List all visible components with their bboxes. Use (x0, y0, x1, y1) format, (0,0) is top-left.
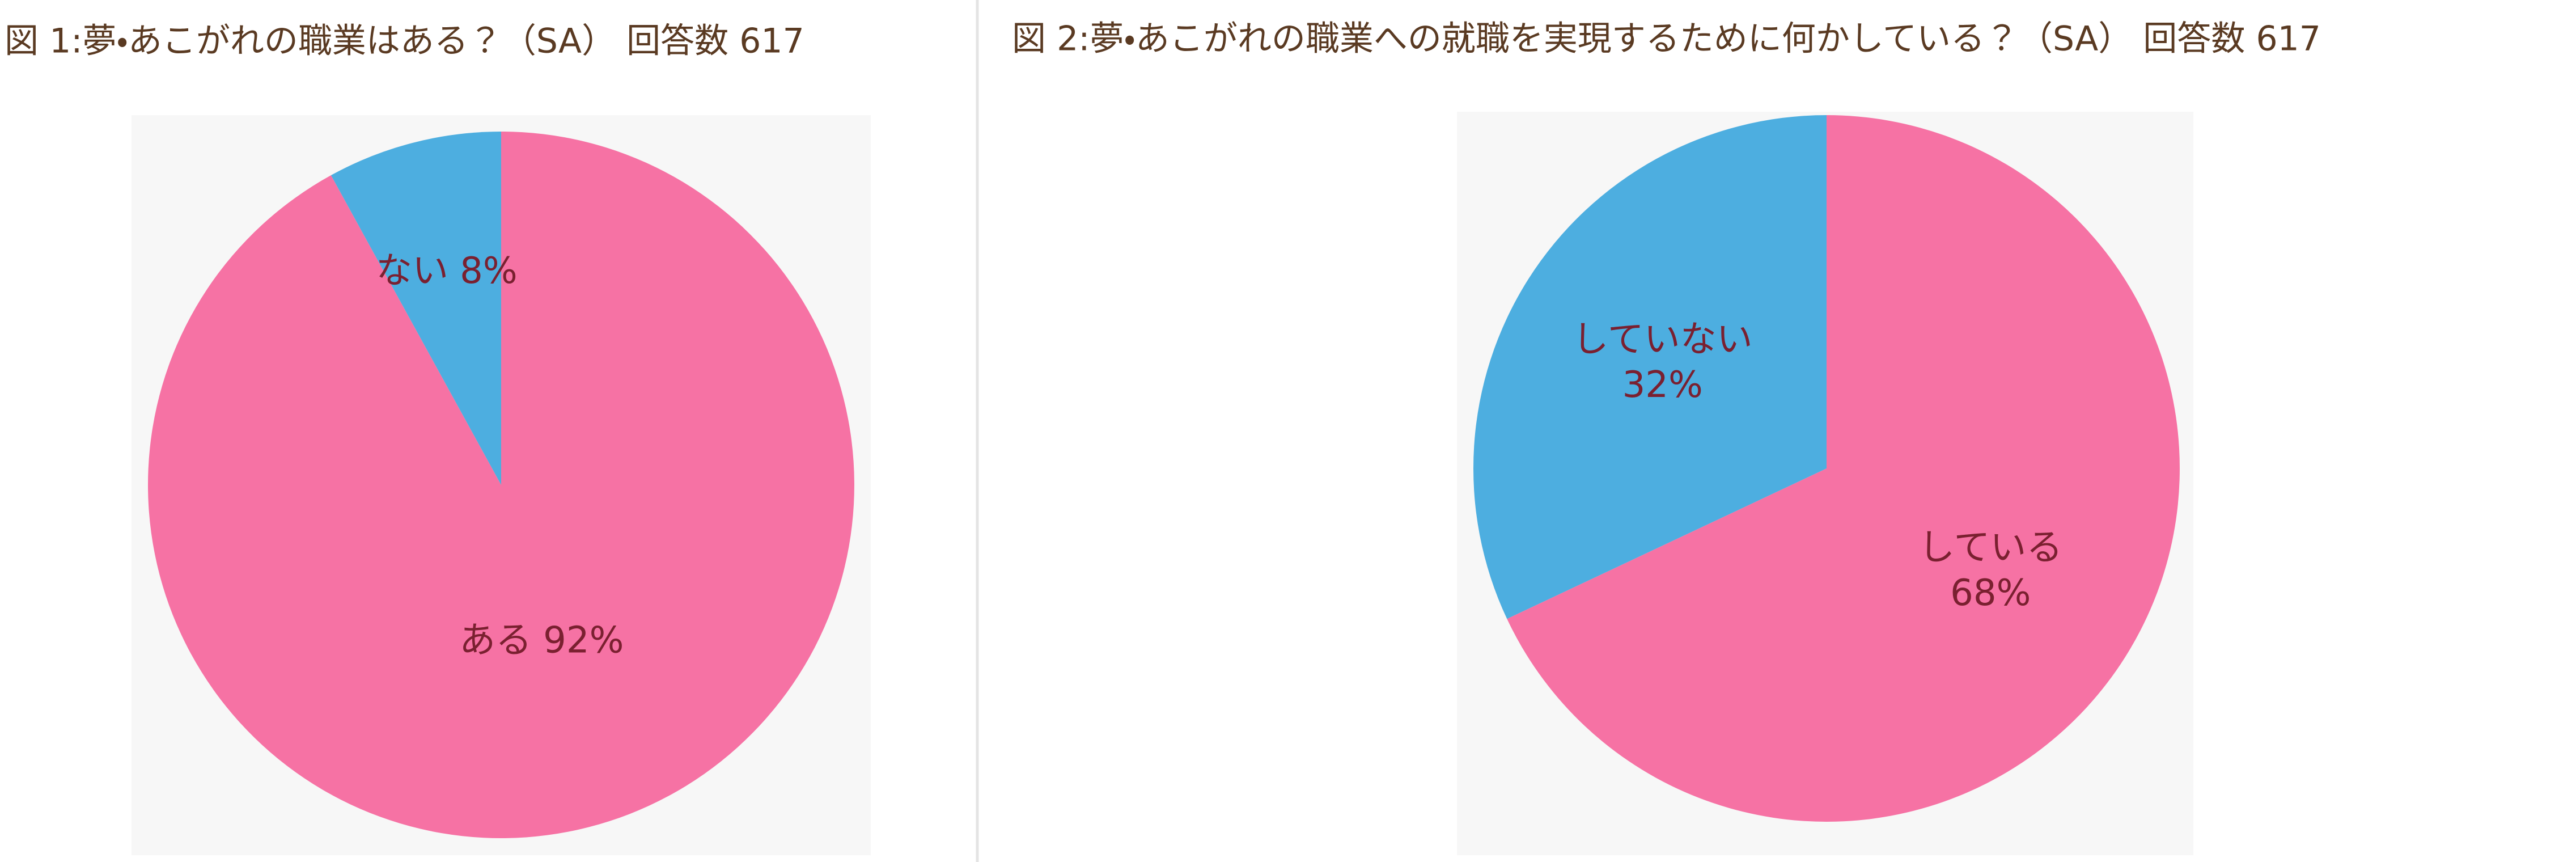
slice-category-label: していない (1573, 319, 1753, 361)
slice-category-label: している (1918, 527, 2062, 569)
slice-value-label: 92% (543, 619, 624, 661)
chart-title: 図 1:夢・あこがれの職業はある？（SA） 回答数 617 (5, 22, 804, 61)
slice-category-label: ない (376, 250, 448, 291)
slice-label: ない 8% (376, 250, 518, 291)
slice-label: ある 92% (459, 619, 624, 661)
slice-value-label: 68% (1950, 572, 2031, 614)
slice-value-label: 32% (1622, 364, 1703, 406)
pie-slice (1473, 115, 1827, 619)
chart-title: 図 2:夢・あこがれの職業への就職を実現するために何かしている？（SA） 回答数… (1012, 19, 2321, 59)
slice-value-label: 8% (460, 250, 518, 291)
pie-slice (331, 132, 501, 485)
slice-category-label: ある (459, 619, 532, 661)
pie-slice (147, 132, 854, 838)
pie-slice (1507, 115, 2180, 822)
